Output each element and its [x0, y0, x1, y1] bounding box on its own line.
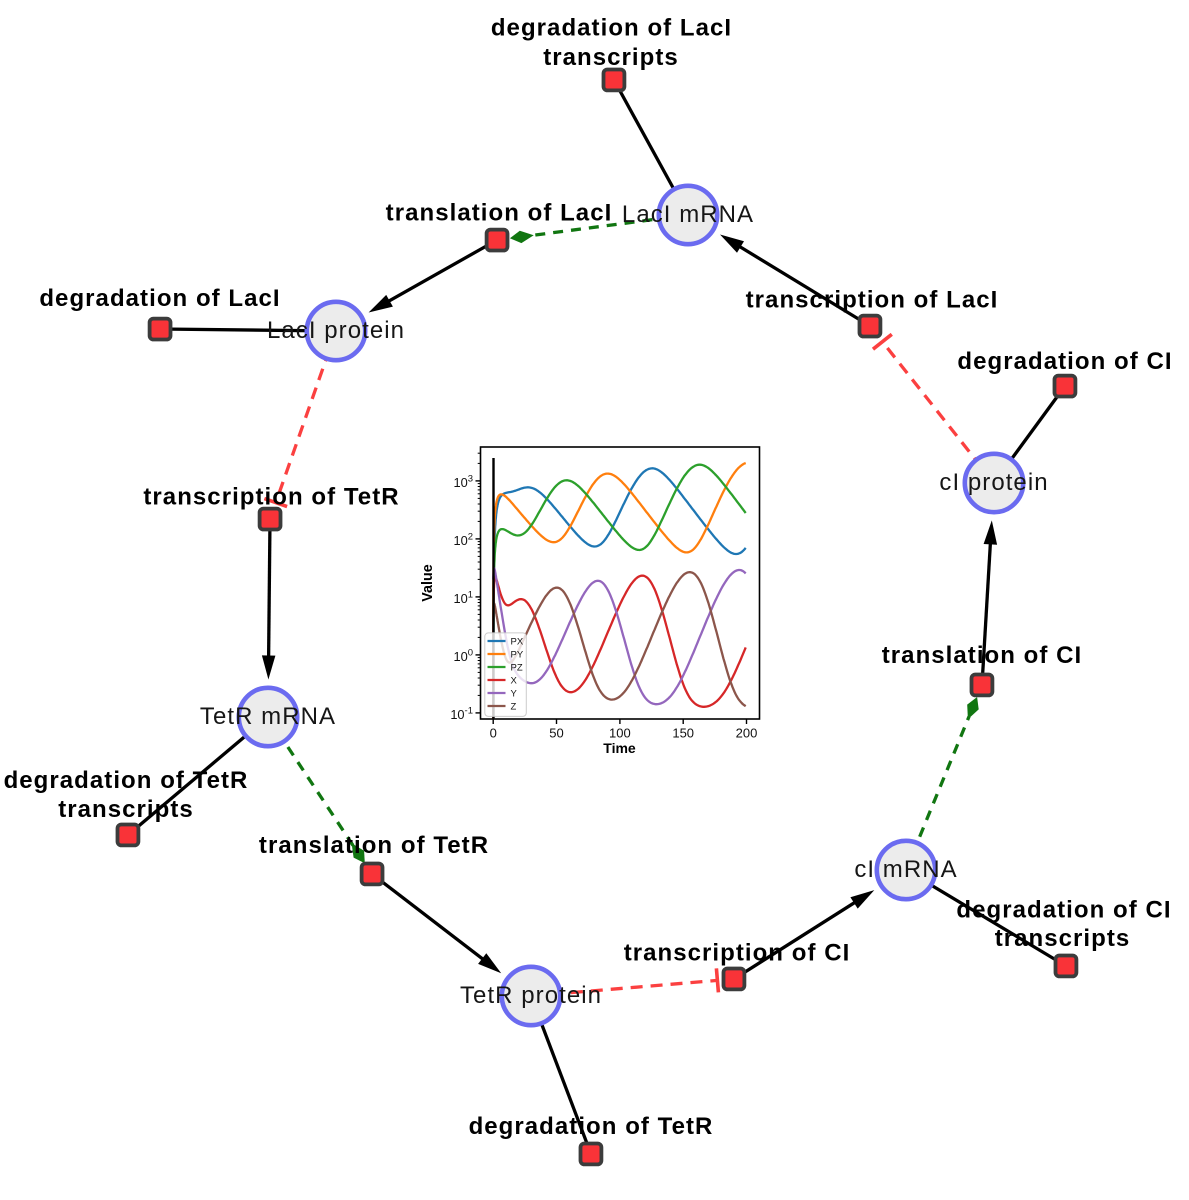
- svg-text:transcription of LacI: transcription of LacI: [746, 287, 999, 314]
- svg-text:translation of CI: translation of CI: [882, 642, 1083, 669]
- svg-text:degradation of CI: degradation of CI: [956, 897, 1171, 924]
- svg-text:cI protein: cI protein: [939, 469, 1048, 496]
- svg-text:Value: Value: [420, 564, 436, 601]
- svg-text:degradation of LacI: degradation of LacI: [491, 15, 732, 42]
- svg-text:PY: PY: [511, 649, 524, 660]
- svg-text:TetR mRNA: TetR mRNA: [200, 703, 336, 730]
- svg-text:50: 50: [549, 726, 563, 741]
- svg-text:Time: Time: [603, 740, 636, 756]
- svg-text:100: 100: [609, 726, 631, 741]
- svg-text:150: 150: [672, 726, 694, 741]
- svg-text:degradation of CI: degradation of CI: [957, 348, 1172, 375]
- svg-text:transcription of CI: transcription of CI: [624, 940, 851, 967]
- svg-text:LacI protein: LacI protein: [267, 317, 405, 344]
- svg-text:translation of TetR: translation of TetR: [259, 832, 489, 859]
- svg-text:TetR protein: TetR protein: [460, 982, 602, 1009]
- svg-text:transcripts: transcripts: [995, 925, 1131, 952]
- svg-text:transcription of TetR: transcription of TetR: [143, 484, 399, 511]
- svg-text:cI mRNA: cI mRNA: [854, 856, 957, 883]
- svg-text:transcripts: transcripts: [58, 796, 194, 823]
- svg-text:Y: Y: [511, 688, 518, 699]
- svg-text:Z: Z: [511, 701, 517, 712]
- svg-text:LacI mRNA: LacI mRNA: [622, 201, 754, 228]
- svg-text:0: 0: [490, 726, 497, 741]
- svg-text:degradation of LacI: degradation of LacI: [39, 285, 280, 312]
- svg-text:PZ: PZ: [511, 662, 523, 673]
- svg-text:X: X: [511, 675, 518, 686]
- svg-text:degradation of TetR: degradation of TetR: [469, 1113, 714, 1140]
- svg-text:translation of LacI: translation of LacI: [386, 200, 613, 227]
- svg-text:degradation of TetR: degradation of TetR: [4, 767, 249, 794]
- svg-text:200: 200: [736, 726, 758, 741]
- svg-text:transcripts: transcripts: [543, 44, 679, 71]
- svg-text:PX: PX: [511, 636, 524, 647]
